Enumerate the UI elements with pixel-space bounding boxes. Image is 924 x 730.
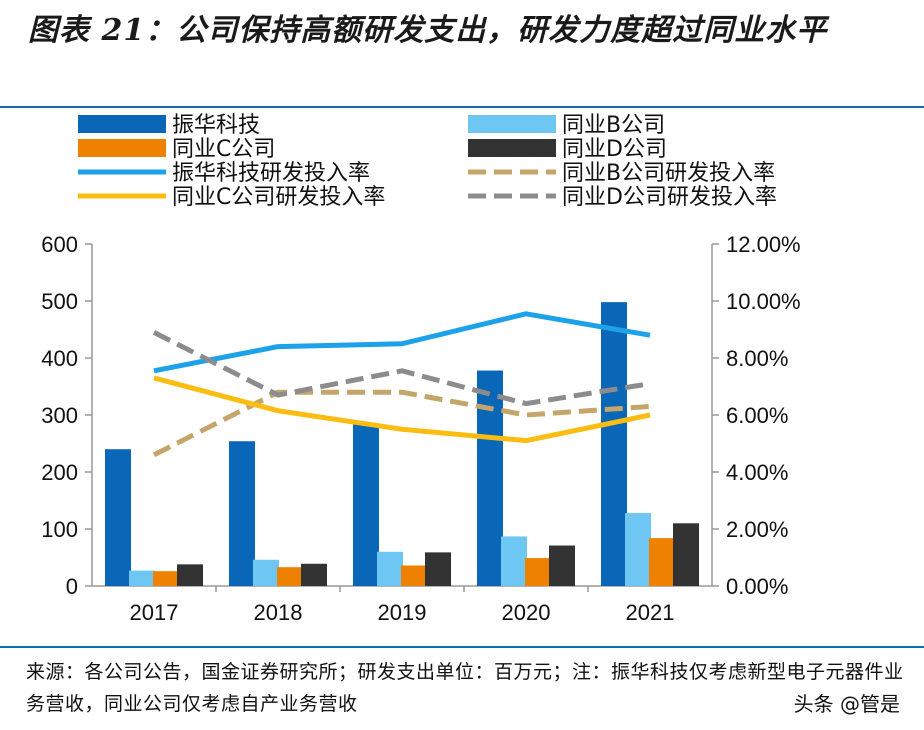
legend-entry: 同业B公司研发投入率: [562, 161, 775, 186]
bar: [501, 536, 527, 586]
y-tick-label: 500: [41, 289, 78, 314]
watermark: 头条 @管是: [793, 692, 900, 716]
y-tick-label: 400: [41, 346, 78, 371]
legend-entry: 同业C公司: [172, 137, 275, 162]
line-series: [152, 311, 651, 458]
bar: [353, 423, 379, 586]
bar: [673, 523, 699, 586]
bar: [129, 570, 155, 586]
bar: [177, 564, 203, 586]
y2-tick-label: 12.00%: [726, 232, 801, 257]
legend-entry: 振华科技: [172, 113, 260, 138]
axes: 0 100 200 300 400 500 600 0.00% 2.00% 4.00% 6.00% 8…: [41, 232, 800, 625]
bar: [625, 513, 651, 586]
series-line: [153, 311, 651, 374]
x-tick-label: 2018: [254, 600, 303, 625]
bar: [401, 565, 427, 586]
bar: [301, 563, 327, 586]
y-tick-label: 600: [41, 232, 78, 257]
bar: [601, 302, 627, 586]
y-tick-label: 200: [41, 460, 78, 485]
legend-entry: 振华科技研发投入率: [172, 161, 370, 186]
bar: [477, 370, 503, 586]
y-tick-label: 300: [41, 403, 78, 428]
legend-entry: 同业B公司: [562, 113, 665, 138]
y2-tick-label: 8.00%: [726, 346, 788, 371]
y2-tick-label: 4.00%: [726, 460, 788, 485]
legend-entry: 同业D公司: [562, 137, 667, 162]
bar: [549, 545, 575, 586]
y2-tick-label: 0.00%: [726, 574, 788, 599]
legend-swatch: [78, 139, 166, 157]
x-tick-label: 2020: [502, 600, 551, 625]
legend-swatch: [468, 115, 556, 133]
bar: [253, 559, 279, 586]
top-rule: [0, 106, 924, 108]
legend-entry: 同业D公司研发投入率: [562, 185, 777, 210]
y-tick-label: 0: [66, 574, 78, 599]
series-line: [152, 330, 651, 407]
legend-entry: 同业C公司研发投入率: [172, 185, 385, 210]
footnote: 来源：各公司公告，国金证券研究所；研发支出单位：百万元；注：振华科技仅考虑新型电…: [26, 661, 904, 715]
bar: [105, 449, 131, 586]
bar-series: [105, 302, 699, 586]
y2-tick-label: 10.00%: [726, 289, 801, 314]
bar: [153, 571, 179, 586]
bar: [229, 441, 255, 586]
x-tick-label: 2017: [130, 600, 179, 625]
y2-tick-label: 2.00%: [726, 517, 788, 542]
x-tick-label: 2019: [378, 600, 427, 625]
bar: [277, 567, 303, 586]
bar: [425, 552, 451, 586]
bar: [525, 558, 551, 586]
figure-title: 图表 21：公司保持高额研发支出，研发力度超过同业水平: [28, 13, 828, 48]
y-tick-label: 100: [41, 517, 78, 542]
x-tick-label: 2021: [626, 600, 675, 625]
legend-swatch: [78, 115, 166, 133]
series-line: [153, 375, 651, 444]
y2-tick-label: 6.00%: [726, 403, 788, 428]
legend-swatch: [468, 139, 556, 157]
series-line: [152, 389, 651, 458]
bar: [377, 551, 403, 586]
bottom-rule: [0, 646, 924, 648]
bar: [649, 538, 675, 586]
